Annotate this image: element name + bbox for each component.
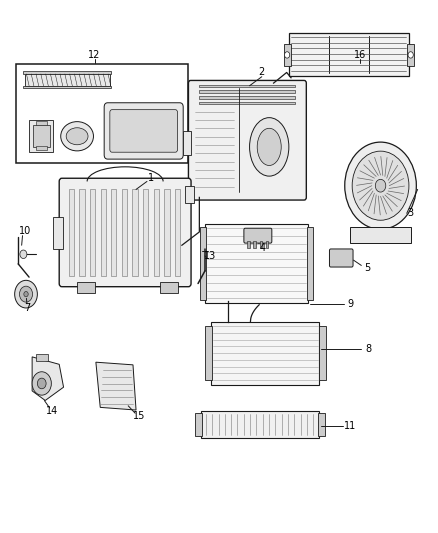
Text: 14: 14 bbox=[46, 406, 58, 416]
Circle shape bbox=[20, 250, 27, 259]
Bar bbox=[143, 189, 148, 276]
Bar bbox=[199, 91, 295, 93]
Ellipse shape bbox=[250, 118, 289, 176]
Text: 15: 15 bbox=[133, 411, 146, 422]
Bar bbox=[247, 241, 250, 248]
Bar bbox=[69, 189, 74, 276]
Bar bbox=[183, 131, 191, 155]
Bar bbox=[53, 217, 63, 249]
Bar bbox=[211, 322, 319, 384]
Text: 1: 1 bbox=[148, 173, 154, 183]
Text: 10: 10 bbox=[18, 226, 31, 236]
Bar bbox=[350, 227, 411, 243]
Bar bbox=[199, 85, 295, 87]
Text: 11: 11 bbox=[344, 421, 356, 431]
Text: 13: 13 bbox=[204, 251, 216, 261]
FancyBboxPatch shape bbox=[329, 249, 353, 267]
Text: 7: 7 bbox=[25, 303, 31, 313]
FancyBboxPatch shape bbox=[104, 103, 183, 159]
Text: 9: 9 bbox=[347, 298, 353, 309]
FancyBboxPatch shape bbox=[244, 228, 272, 243]
Ellipse shape bbox=[257, 128, 281, 165]
Bar bbox=[307, 227, 313, 300]
Bar bbox=[25, 74, 110, 86]
Bar bbox=[199, 102, 295, 104]
Bar bbox=[90, 189, 95, 276]
Bar bbox=[205, 326, 212, 380]
Bar bbox=[266, 241, 268, 248]
Bar bbox=[29, 120, 53, 152]
Bar bbox=[407, 44, 414, 66]
FancyBboxPatch shape bbox=[59, 178, 191, 287]
Text: 8: 8 bbox=[365, 344, 371, 354]
Bar bbox=[199, 96, 295, 99]
Circle shape bbox=[24, 292, 28, 297]
Circle shape bbox=[14, 280, 37, 308]
Bar bbox=[154, 189, 159, 276]
Text: 4: 4 bbox=[260, 243, 266, 253]
Circle shape bbox=[408, 52, 413, 58]
Bar bbox=[122, 189, 127, 276]
Circle shape bbox=[37, 378, 46, 389]
Circle shape bbox=[375, 179, 386, 192]
FancyBboxPatch shape bbox=[110, 110, 177, 152]
Bar bbox=[194, 413, 201, 436]
Text: 12: 12 bbox=[88, 51, 101, 60]
Text: 3: 3 bbox=[407, 208, 413, 219]
Circle shape bbox=[285, 52, 290, 58]
Bar bbox=[77, 282, 95, 293]
Circle shape bbox=[19, 286, 32, 302]
Bar bbox=[164, 189, 170, 276]
Bar bbox=[79, 189, 85, 276]
Polygon shape bbox=[32, 357, 64, 400]
Bar bbox=[284, 44, 290, 66]
Bar bbox=[101, 189, 106, 276]
Bar bbox=[205, 224, 307, 303]
Bar bbox=[111, 189, 117, 276]
Bar bbox=[35, 354, 48, 361]
Polygon shape bbox=[96, 362, 136, 410]
Bar bbox=[23, 86, 111, 88]
Circle shape bbox=[345, 142, 417, 229]
Bar bbox=[254, 241, 256, 248]
Bar bbox=[35, 122, 46, 125]
Circle shape bbox=[32, 372, 51, 395]
Text: 2: 2 bbox=[259, 68, 265, 77]
Text: 5: 5 bbox=[364, 263, 371, 272]
Bar bbox=[289, 33, 409, 76]
Ellipse shape bbox=[66, 128, 88, 145]
Bar bbox=[185, 185, 194, 203]
Text: 16: 16 bbox=[353, 51, 366, 60]
Bar bbox=[201, 411, 318, 438]
Circle shape bbox=[352, 151, 409, 220]
Bar bbox=[16, 64, 188, 163]
Bar bbox=[160, 282, 178, 293]
Bar bbox=[318, 326, 325, 380]
FancyBboxPatch shape bbox=[188, 80, 306, 200]
Bar bbox=[175, 189, 180, 276]
Bar bbox=[132, 189, 138, 276]
Bar bbox=[260, 241, 262, 248]
Bar bbox=[35, 147, 46, 150]
Bar bbox=[23, 71, 111, 74]
Bar bbox=[200, 227, 206, 300]
Bar bbox=[318, 413, 325, 436]
Ellipse shape bbox=[61, 122, 93, 151]
Bar bbox=[32, 125, 49, 147]
